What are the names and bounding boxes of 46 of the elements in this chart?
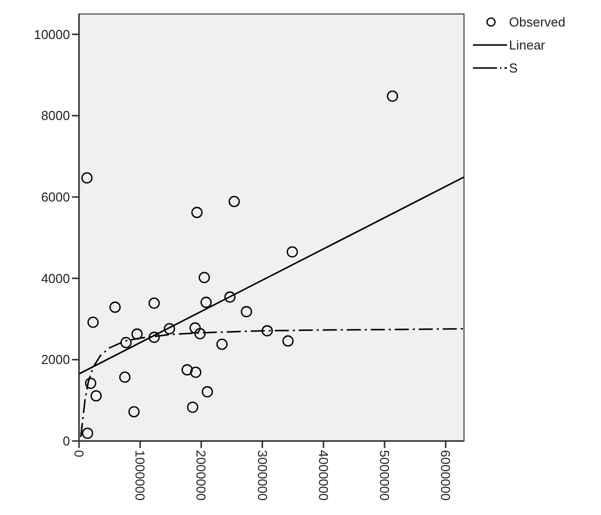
point bbox=[119, 372, 130, 383]
point bbox=[240, 306, 252, 318]
point bbox=[90, 390, 102, 402]
point bbox=[109, 302, 121, 313]
point bbox=[84, 378, 96, 389]
x-tick-label: 0 bbox=[71, 450, 86, 458]
point bbox=[282, 335, 294, 347]
x-tick-label: 5000000 bbox=[377, 450, 392, 501]
point bbox=[202, 386, 213, 398]
y-tick-label: 6000 bbox=[41, 190, 70, 205]
point bbox=[190, 366, 202, 378]
point bbox=[228, 196, 240, 208]
x-tick-label: 6000000 bbox=[438, 450, 454, 501]
legend-label: S bbox=[509, 60, 518, 76]
x-tick-label: 4000000 bbox=[316, 450, 331, 501]
y-tick-label: 2000 bbox=[41, 352, 70, 368]
point bbox=[82, 428, 94, 439]
x-tick-label: 3000000 bbox=[254, 450, 270, 501]
point bbox=[187, 402, 198, 413]
point bbox=[262, 325, 273, 336]
point bbox=[131, 328, 143, 340]
y-tick-label: 0 bbox=[62, 434, 70, 449]
point bbox=[189, 322, 201, 334]
point bbox=[128, 406, 140, 418]
point bbox=[148, 297, 160, 309]
point bbox=[198, 272, 210, 284]
point bbox=[194, 328, 206, 340]
point bbox=[191, 206, 203, 218]
x-tick-label: 2000000 bbox=[194, 450, 209, 501]
y-tick-label: 4000 bbox=[41, 270, 70, 286]
point bbox=[216, 338, 228, 350]
point bbox=[286, 246, 298, 258]
point bbox=[81, 172, 93, 184]
y-tick-label: 8000 bbox=[41, 108, 70, 124]
legend-label: Observed bbox=[509, 14, 566, 30]
point bbox=[182, 364, 193, 376]
point bbox=[200, 296, 212, 308]
y-tick-label: 10000 bbox=[34, 26, 70, 42]
point bbox=[224, 291, 236, 303]
point bbox=[120, 336, 132, 348]
legend-label: Linear bbox=[509, 38, 546, 53]
point bbox=[148, 332, 160, 343]
point bbox=[164, 323, 176, 334]
point bbox=[87, 316, 99, 328]
x-tick-label: 1000000 bbox=[132, 450, 148, 501]
point bbox=[386, 90, 398, 102]
